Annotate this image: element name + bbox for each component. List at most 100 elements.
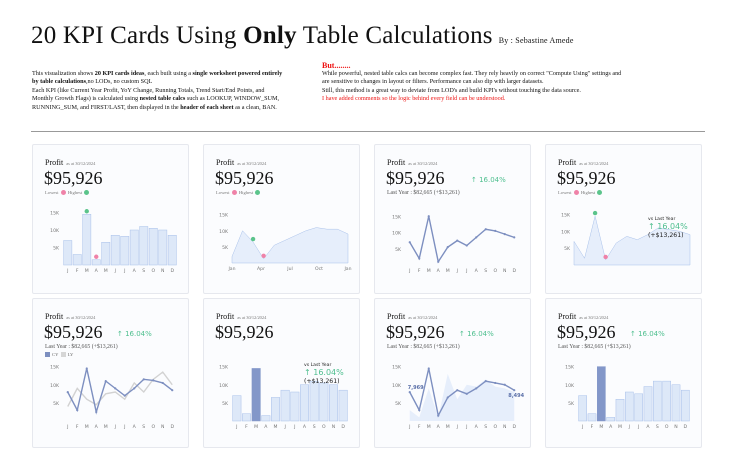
line-point — [437, 414, 440, 417]
lowest-marker — [603, 254, 608, 260]
kpi-card-3[interactable]: Profit as at 30/12/2024 $95,926 ↑ 16.04% … — [374, 144, 531, 294]
kpi-card-6[interactable]: Profit as at 30/12/2024 $95,926 5K 10K 15K J… — [203, 298, 360, 448]
x-tick-label: A — [264, 424, 268, 430]
x-tick-label: Jan — [227, 266, 235, 272]
note-pct: ↑ 16.04% — [304, 368, 344, 377]
x-tick-label: O — [665, 424, 669, 430]
kpi-value: $95,926 — [386, 322, 445, 342]
bar — [129, 229, 139, 266]
bar — [587, 413, 597, 422]
kpi-card-1[interactable]: Profit as at 30/12/2024 $95,926 Lowest Hi… — [32, 144, 189, 294]
y-tick-label: 10K — [50, 383, 60, 389]
line-point — [456, 389, 459, 392]
kpi-card-4[interactable]: Profit as at 30/12/2024 $95,926 Lowest Hi… — [545, 144, 702, 294]
title-part-bold: Only — [243, 22, 297, 49]
y-tick-label: 15K — [392, 365, 402, 371]
x-tick-label: M — [427, 268, 431, 274]
x-tick-label: D — [512, 424, 516, 430]
x-tick-label: M — [274, 424, 278, 430]
kpi-card-8[interactable]: Profit as at 30/12/2024 $95,926 ↑ 16.04% … — [545, 298, 702, 448]
x-tick-label: A — [437, 268, 441, 274]
x-tick-label: M — [254, 424, 258, 430]
bar — [232, 395, 242, 422]
line-point — [161, 381, 164, 385]
kpi-title-text: Profit — [387, 158, 406, 167]
x-tick-label: J — [235, 424, 237, 430]
kpi-change-pct: ↑ 16.04% — [471, 176, 506, 184]
x-tick-label: O — [151, 268, 155, 274]
x-tick-label: S — [484, 268, 487, 274]
kpi-title-text: Profit — [558, 312, 577, 321]
x-tick-label: A — [475, 424, 479, 430]
bar — [167, 235, 177, 266]
y-tick-label: 10K — [219, 229, 229, 235]
y-tick-label: 5K — [395, 401, 402, 407]
line-point — [114, 387, 117, 390]
title-part-1: 20 KPI Cards Using — [31, 22, 244, 49]
bar — [643, 386, 653, 422]
bar — [242, 413, 251, 422]
note-title: vs Last Year — [304, 362, 331, 368]
y-tick-label: 15K — [219, 213, 229, 219]
x-tick-label: J — [628, 424, 630, 430]
line-point — [418, 409, 421, 412]
note-abs: (+$13,261) — [648, 232, 684, 239]
kpi-title: Profit as at 30/12/2024 — [387, 158, 437, 167]
line-point — [133, 387, 136, 390]
line-point — [465, 392, 468, 395]
x-tick-label: Jan — [343, 266, 351, 272]
x-tick-label: J — [114, 424, 116, 430]
x-tick-label: F — [76, 268, 79, 274]
x-tick-label: Oct — [315, 266, 323, 272]
bar — [625, 391, 634, 422]
line-point — [437, 260, 440, 263]
kpi-title-text: Profit — [45, 158, 64, 167]
y-tick-label: 15K — [219, 365, 229, 371]
x-tick-label: M — [427, 424, 431, 430]
kpi-value: $95,926 — [557, 168, 616, 188]
x-tick-label: Jul — [286, 266, 293, 272]
x-tick-label: M — [618, 424, 622, 430]
legend-highest-label: Highest — [238, 190, 254, 195]
lowest-dot-icon — [573, 190, 579, 196]
line-point — [123, 394, 126, 397]
legend-lowest-label: Lowest — [558, 190, 572, 195]
kpi-card-5[interactable]: Profit as at 30/12/2024 $95,926 ↑ 16.04% … — [32, 298, 189, 448]
x-tick-label: N — [161, 424, 164, 430]
ly-line — [67, 371, 173, 407]
kpi-card-7[interactable]: Profit as at 30/12/2024 $95,926 ↑ 16.04% … — [374, 298, 531, 448]
x-tick-label: A — [133, 424, 137, 430]
legend-highest-label: Highest — [67, 190, 83, 195]
kpi-title-text: Profit — [45, 312, 64, 321]
note-abs: (+$13,261) — [304, 378, 340, 385]
bar — [148, 228, 158, 266]
y-tick-label: 5K — [53, 401, 60, 407]
y-tick-label: 15K — [565, 365, 575, 371]
bar — [338, 389, 348, 422]
line-point — [427, 367, 430, 370]
legend-lowest-label: Lowest — [45, 190, 59, 195]
kpi-card-2[interactable]: Profit as at 30/12/2024 $95,926 Lowest Hi… — [203, 144, 360, 294]
kpi-asat: as at 30/12/2024 — [579, 161, 609, 166]
bar — [63, 240, 73, 266]
kpi-change-pct: ↑ 16.04% — [459, 330, 494, 338]
x-tick-label: J — [456, 268, 458, 274]
bar — [615, 399, 625, 422]
kpi-value: $95,926 — [215, 322, 274, 342]
but-paragraph: Still, this method is a great way to dev… — [322, 86, 581, 94]
kpi-title: Profit as at 30/12/2024 — [216, 158, 266, 167]
kpi-asat: as at 30/12/2024 — [408, 161, 438, 166]
y-tick-label: 10K — [50, 228, 60, 234]
bar — [300, 384, 309, 422]
cy-line — [67, 368, 173, 415]
line-point — [484, 228, 487, 231]
lowest-marker — [94, 254, 99, 259]
kpi-last-year: Last Year : $82,665 (+$13,261) — [558, 344, 631, 350]
line-point — [142, 378, 145, 381]
but-heading: But........ — [322, 61, 351, 70]
x-tick-label: M — [104, 424, 108, 430]
x-tick-label: N — [503, 268, 506, 274]
bar — [309, 380, 319, 422]
bar — [139, 226, 149, 266]
x-tick-label: J — [465, 268, 467, 274]
